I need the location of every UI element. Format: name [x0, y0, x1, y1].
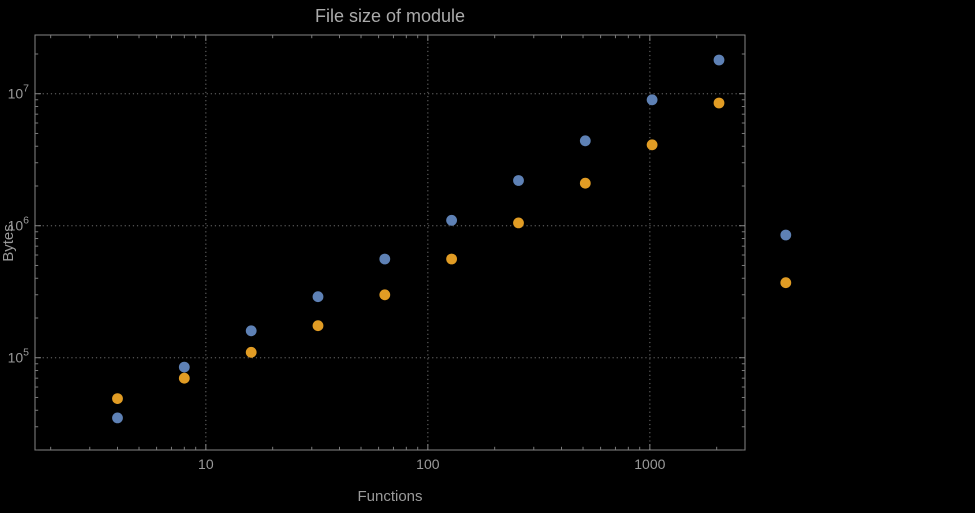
y-tick-label: 107	[8, 83, 30, 102]
data-point-blue-series	[646, 94, 658, 106]
data-point-blue-series	[713, 54, 725, 66]
data-point-orange-series	[646, 139, 658, 151]
x-tick-label: 1000	[634, 456, 665, 472]
axis-ticks	[35, 35, 745, 451]
data-point-orange-series	[713, 97, 725, 109]
data-point-orange-series	[312, 320, 324, 332]
data-point-orange-series	[245, 346, 257, 358]
data-point-blue-series	[245, 325, 257, 337]
data-point-orange-series	[579, 177, 591, 189]
data-point-blue-series	[112, 412, 123, 424]
data-point-orange-series	[112, 393, 123, 404]
data-point-blue-series	[579, 135, 591, 147]
data-point-blue-series	[312, 291, 324, 303]
y-tick-label: 105	[8, 347, 30, 366]
data-point-blue-series	[446, 214, 457, 226]
x-tick-label: 100	[416, 456, 440, 472]
data-point-blue-series	[379, 253, 391, 265]
data-point-blue-series	[178, 361, 190, 373]
data-point-blue-series	[780, 229, 792, 241]
plot-frame	[34, 34, 746, 451]
data-point-orange-series	[780, 277, 792, 289]
data-point-blue-series	[513, 175, 524, 186]
y-axis-label: Bytes	[0, 224, 17, 262]
gridlines	[34, 34, 746, 451]
data-point-orange-series	[446, 253, 457, 265]
chart-title: File size of module	[315, 6, 465, 26]
data-point-orange-series	[379, 289, 391, 301]
data-point-orange-series	[513, 217, 524, 229]
x-axis-label: Functions	[357, 488, 422, 505]
data-points	[112, 54, 792, 424]
x-tick-label: 10	[198, 456, 214, 472]
data-point-orange-series	[178, 372, 190, 384]
